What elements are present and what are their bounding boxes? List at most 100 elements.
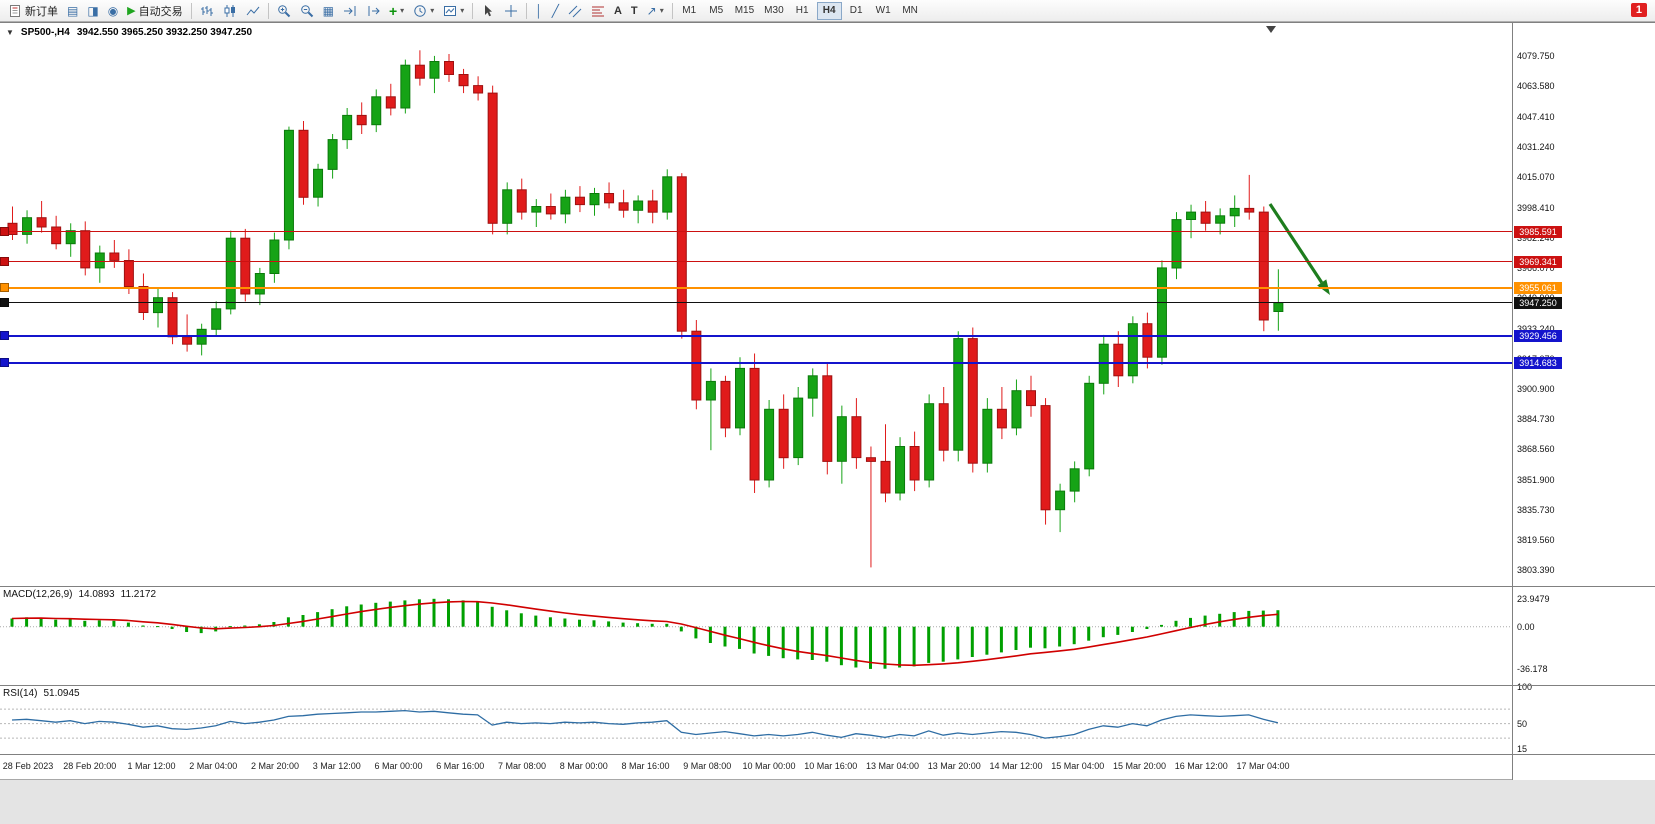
toolbar-separator: [190, 2, 192, 19]
price-axis-label: 3933.240: [1517, 323, 1555, 334]
text-button[interactable]: A: [610, 1, 626, 20]
time-axis-label: 1 Mar 12:00: [127, 761, 176, 771]
tile-windows-button[interactable]: ▦: [319, 1, 338, 20]
templates-button[interactable]: ▾: [439, 1, 468, 20]
time-axis-label: 15 Mar 04:00: [1051, 761, 1105, 771]
new-order-label: 新订单: [25, 5, 58, 18]
symbol-label: SP500-,H4: [20, 26, 70, 38]
macd-main-value: 14.0893: [78, 589, 115, 600]
rsi-chart: [0, 708, 1512, 739]
resistance-line-1-price-tag: 3985.591: [1514, 225, 1562, 238]
price-axis-label: 4063.580: [1517, 81, 1555, 92]
rsi-value: 51.0945: [43, 688, 80, 699]
resistance-line-1-left-tag: [0, 226, 9, 236]
time-axis-label: 17 Mar 04:00: [1236, 761, 1290, 771]
macd-axis-label: -36.178: [1517, 663, 1548, 674]
cursor-button[interactable]: [477, 1, 499, 20]
label-button[interactable]: T: [627, 1, 642, 20]
macd-pane[interactable]: MACD(12,26,9) 14.0893 11.2172: [0, 587, 1512, 685]
notification-badge[interactable]: 1: [1630, 3, 1647, 17]
chart-shift-marker-icon[interactable]: [1266, 26, 1276, 33]
pane-separator[interactable]: [0, 685, 1655, 686]
rsi-axis-label: 100: [1517, 682, 1533, 693]
timeframe-mn-button[interactable]: MN: [898, 2, 923, 20]
trendline-button[interactable]: ╱: [548, 1, 563, 20]
current-price-line[interactable]: [0, 302, 1512, 304]
resistance-line-2[interactable]: [0, 261, 1512, 263]
pane-separator[interactable]: [0, 586, 1655, 587]
chevron-down-icon: ▾: [430, 6, 435, 15]
price-axis-label: 3835.730: [1517, 505, 1555, 516]
arrows-button[interactable]: ↗ ▾: [643, 1, 668, 20]
price-axis-label: 3803.390: [1517, 565, 1555, 576]
periods-button[interactable]: ▾: [409, 1, 438, 20]
data-window-button[interactable]: ◨: [83, 1, 102, 20]
grid-icon: ▦: [322, 3, 334, 18]
price-axis[interactable]: 4079.750 4063.580 4047.410 4031.240 4015.070…: [1512, 23, 1655, 780]
play-icon: ▶: [127, 4, 136, 17]
add-indicator-icon: +: [388, 2, 398, 19]
support-line-2-price-tag: 3914.683: [1514, 357, 1562, 370]
auto-scroll-button[interactable]: [339, 1, 361, 20]
support-line-2[interactable]: [0, 362, 1512, 365]
timeframe-d1-button[interactable]: D1: [844, 2, 869, 20]
time-axis-label: 13 Mar 04:00: [865, 761, 920, 771]
chart-shift-button[interactable]: [362, 1, 384, 20]
rsi-pane[interactable]: RSI(14) 51.0945: [0, 686, 1512, 754]
auto-trading-button[interactable]: ▶ 自动交易: [123, 1, 186, 20]
channel-icon: [568, 5, 582, 17]
indicators-button[interactable]: + ▾: [385, 1, 408, 20]
main-toolbar: 新订单 ▤ ◨ ◉ ▶ 自动交易 ▦ + ▾ ▾ ▾: [0, 0, 1655, 22]
current-price-line-price-tag: 3947.250: [1514, 296, 1562, 309]
candlestick-chart-button[interactable]: [219, 1, 241, 20]
pivot-line[interactable]: [0, 287, 1512, 290]
fibonacci-button[interactable]: [587, 1, 609, 20]
bar-chart-button[interactable]: [196, 1, 218, 20]
time-axis-label: 13 Mar 20:00: [927, 761, 981, 771]
crosshair-icon: [505, 4, 518, 17]
new-order-button[interactable]: 新订单: [4, 1, 62, 20]
resistance-line-1[interactable]: [0, 231, 1512, 232]
timeframe-m5-button[interactable]: M5: [704, 2, 729, 20]
downtrend-arrow-annotation[interactable]: [1268, 203, 1330, 295]
zoom-out-button[interactable]: [296, 1, 318, 20]
bar-chart-icon: [200, 5, 213, 16]
vertical-line-button[interactable]: │: [531, 1, 547, 20]
price-axis-label: 4031.240: [1517, 141, 1555, 152]
channel-button[interactable]: [564, 1, 586, 20]
market-watch-button[interactable]: ▤: [63, 1, 82, 20]
macd-label: MACD(12,26,9) 14.0893 11.2172: [3, 589, 156, 600]
timeframe-w1-button[interactable]: W1: [871, 2, 896, 20]
timeframe-m1-button[interactable]: M1: [677, 2, 702, 20]
price-axis-label: 3982.240: [1517, 232, 1555, 243]
toolbar-separator: [671, 2, 673, 19]
crosshair-button[interactable]: [500, 1, 522, 20]
arrow-tool-icon: ↗: [646, 3, 657, 18]
line-chart-button[interactable]: [242, 1, 264, 20]
current-price-line-left-tag: [0, 297, 9, 307]
time-axis-label: 28 Feb 20:00: [63, 761, 117, 771]
support-line-2-left-tag: [0, 358, 9, 368]
rsi-label: RSI(14) 51.0945: [3, 688, 80, 699]
signals-button[interactable]: ◉: [104, 1, 122, 20]
main-chart-pane[interactable]: [0, 41, 1512, 586]
collapse-icon[interactable]: ▼: [6, 27, 14, 37]
price-axis-label: 3868.560: [1517, 444, 1555, 455]
time-axis[interactable]: 28 Feb 2023 28 Feb 20:00 1 Mar 12:00 2 Mar …: [0, 755, 1512, 780]
timeframe-m30-button[interactable]: M30: [760, 2, 787, 20]
timeframe-m15-button[interactable]: M15: [731, 2, 758, 20]
zoom-in-button[interactable]: [273, 1, 295, 20]
macd-axis-label: 23.9479: [1517, 593, 1550, 604]
price-axis-label: 4047.410: [1517, 111, 1555, 122]
toolbar-separator: [472, 2, 474, 19]
signals-icon: ◉: [107, 3, 119, 18]
pivot-line-left-tag: [0, 283, 9, 293]
support-line-1[interactable]: [0, 334, 1512, 337]
pane-separator[interactable]: [0, 754, 1655, 755]
timeframe-h4-button[interactable]: H4: [816, 1, 842, 20]
cursor-icon: [485, 4, 493, 16]
bottom-scroll-area[interactable]: [0, 779, 1655, 824]
timeframe-h1-button[interactable]: H1: [790, 2, 815, 20]
data-window-icon: ◨: [87, 3, 99, 18]
time-axis-label: 6 Mar 16:00: [436, 761, 485, 771]
